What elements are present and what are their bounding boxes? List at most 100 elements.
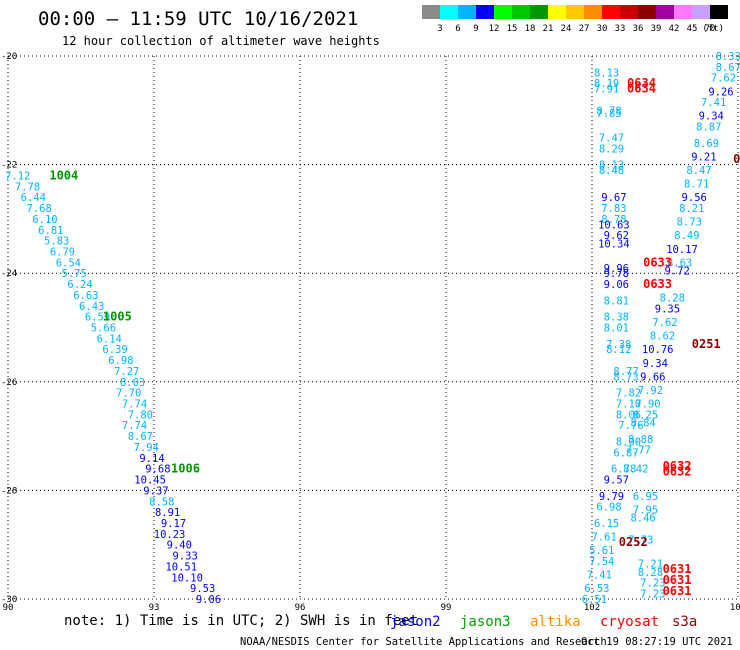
- wave-height-label: 6.59: [85, 312, 110, 324]
- wave-height-label: 7.80: [128, 409, 153, 421]
- wave-height-label: 7.38: [606, 339, 631, 351]
- wave-height-label: 6.51: [582, 594, 607, 606]
- wave-height-label: 8.67: [128, 431, 153, 443]
- mission-label: jason3: [460, 614, 511, 630]
- wave-height-label: 6.54: [56, 257, 81, 269]
- wave-height-label: 7.82: [616, 388, 641, 400]
- wave-height-label: 8.03: [120, 377, 145, 389]
- wave-height-label: 6.78: [611, 464, 636, 476]
- cycle-label: 0631: [663, 562, 692, 576]
- wave-height-label: 5.83: [44, 236, 69, 248]
- wave-height-label: 9.78: [604, 268, 629, 280]
- cycle-label: 02: [733, 152, 740, 166]
- wave-height-label: 8.42: [623, 464, 648, 476]
- wave-height-label: 8.12: [606, 344, 631, 356]
- footer-timestamp: Oct 19 08:27:19 UTC 2021: [581, 636, 733, 648]
- wave-height-label: 7.94: [134, 442, 159, 454]
- cycle-label: 0633: [643, 255, 672, 269]
- wave-height-label: 7.95: [633, 504, 658, 516]
- wave-height-label: 7.92: [638, 385, 663, 397]
- wave-height-label: 6.98: [108, 355, 133, 367]
- wave-height-label: 9.17: [161, 518, 186, 530]
- legend-label: 70: [705, 24, 716, 34]
- legend-swatch: [710, 5, 728, 19]
- wave-height-label: 8.69: [694, 138, 719, 150]
- mission-label: altika: [530, 614, 581, 630]
- wave-height-label: 8.38: [604, 312, 629, 324]
- wave-height-label: 8.19: [594, 78, 619, 90]
- wave-height-label: 8.78: [601, 214, 626, 226]
- wave-height-label: 6.81: [38, 225, 63, 237]
- wave-height-label: 7.41: [587, 570, 612, 582]
- y-tick-label: -22: [1, 161, 17, 171]
- wave-height-label: 8.29: [599, 143, 624, 155]
- wave-height-label: 10.45: [134, 475, 166, 487]
- wave-height-label: 7.83: [601, 203, 626, 215]
- wave-height-label: 9.57: [604, 475, 629, 487]
- wave-height-label: 7.21: [638, 559, 663, 571]
- axis-tick-labels: 90 93 96 99 102 105 -20 -22 -24 -26 -28 -30: [1, 52, 740, 613]
- legend-swatch: [440, 5, 458, 19]
- y-tick-label: -24: [1, 269, 17, 279]
- wave-height-label: 6.24: [67, 279, 92, 291]
- wave-height-label: 9.79: [599, 491, 624, 503]
- color-scale-legend: 3 6 9 12 15 18 21 24 27 30 33 36 39 42 45 70(ft): [422, 5, 728, 34]
- wave-height-label: 9.53: [190, 583, 215, 595]
- wave-height-label: 6.79: [50, 246, 75, 258]
- wave-height-label: 8.77: [613, 366, 638, 378]
- legend-swatch: [638, 5, 656, 19]
- legend-label: 9: [473, 24, 478, 34]
- legend-label: 27: [579, 24, 590, 34]
- wave-height-label: 5.61: [589, 545, 614, 557]
- wave-height-label: 8.13: [599, 160, 624, 172]
- wave-height-label: 8.48: [599, 165, 624, 177]
- wave-height-label: 7.10: [616, 399, 641, 411]
- x-tick-label: 102: [584, 603, 600, 613]
- cycle-label: 0252: [619, 535, 648, 549]
- wave-height-label: 8.49: [674, 230, 699, 242]
- wave-height-label: 10.76: [642, 344, 674, 356]
- wave-height-label: 8.88: [628, 434, 653, 446]
- legend-swatch: [476, 5, 494, 19]
- wave-height-label: 8.91: [155, 507, 180, 519]
- legend-label: 42: [669, 24, 680, 34]
- wave-height-label: 9.68: [145, 464, 170, 476]
- legend-swatch: [512, 5, 530, 19]
- wave-height-label: 7.62: [652, 317, 677, 329]
- legend-label: 6: [455, 24, 460, 34]
- wave-height-label: 7.54: [589, 556, 614, 568]
- legend-unit: (ft): [702, 24, 724, 34]
- wave-height-label: 8.81: [604, 295, 629, 307]
- y-tick-label: -28: [1, 486, 17, 496]
- wave-height-label: 8.78: [596, 105, 621, 117]
- x-tick-label: 93: [149, 603, 160, 613]
- wave-height-label: 8.47: [686, 165, 711, 177]
- cycle-label: 1005: [103, 310, 132, 324]
- wave-height-label: 8.25: [633, 409, 658, 421]
- cycle-label: 0251: [692, 337, 721, 351]
- chart-title: 00:00 – 11:59 UTC 10/16/2021: [38, 8, 358, 30]
- legend-swatch: [530, 5, 548, 19]
- wave-height-label: 7.91: [594, 84, 619, 96]
- wave-height-label: 10.23: [154, 529, 186, 541]
- legend-swatch: [620, 5, 638, 19]
- wave-height-label: 9.26: [708, 86, 733, 98]
- wave-height-label: 8.00: [616, 437, 641, 449]
- wave-height-label: 9.34: [643, 358, 668, 370]
- wave-height-label: 8.21: [679, 203, 704, 215]
- wave-height-label: 9.62: [604, 230, 629, 242]
- wave-height-label: 7.61: [592, 532, 617, 544]
- legend-label: 12: [489, 24, 500, 34]
- wave-height-label: 8.28: [660, 293, 685, 305]
- legend-label: 21: [543, 24, 554, 34]
- wave-height-label: 9.34: [699, 111, 724, 123]
- wave-height-label: 8.63: [667, 257, 692, 269]
- wave-height-label: 5.75: [62, 268, 87, 280]
- legend-swatch: [566, 5, 584, 19]
- legend-label: 36: [633, 24, 644, 34]
- footer-note: note: 1) Time is in UTC; 2) SWH is in fe…: [64, 613, 418, 629]
- mission-legend: jason2 jason3 altika cryosat s3a: [390, 614, 697, 630]
- wave-height-label: 7.90: [635, 399, 660, 411]
- wave-height-label: 7.47: [599, 132, 624, 144]
